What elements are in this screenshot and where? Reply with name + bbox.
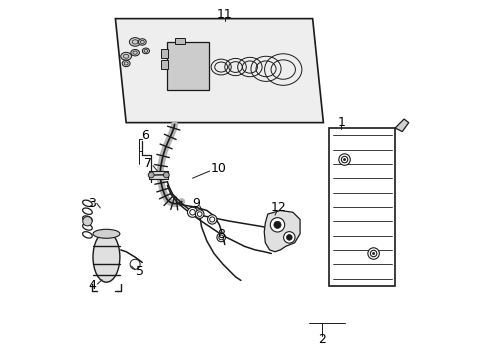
Circle shape: [338, 154, 349, 165]
Circle shape: [283, 231, 294, 243]
Circle shape: [207, 215, 217, 224]
Ellipse shape: [122, 60, 130, 67]
Circle shape: [82, 217, 92, 226]
Text: 7: 7: [144, 157, 152, 170]
Circle shape: [341, 156, 347, 163]
Bar: [328, 128, 394, 286]
Text: 6: 6: [141, 129, 148, 142]
Ellipse shape: [142, 48, 149, 54]
Circle shape: [130, 259, 140, 269]
Text: 8: 8: [217, 228, 225, 241]
Text: 9: 9: [192, 197, 200, 210]
Ellipse shape: [121, 52, 131, 60]
Text: 11: 11: [217, 8, 232, 21]
Circle shape: [148, 172, 154, 178]
Circle shape: [372, 252, 374, 255]
Text: 1: 1: [337, 116, 345, 129]
Circle shape: [163, 172, 169, 178]
Circle shape: [286, 234, 292, 240]
Circle shape: [273, 221, 281, 228]
Circle shape: [217, 233, 225, 242]
Text: 3: 3: [88, 197, 96, 210]
Bar: [167, 42, 208, 90]
Text: 4: 4: [88, 279, 96, 292]
Text: 12: 12: [270, 202, 286, 215]
Ellipse shape: [129, 38, 141, 46]
Polygon shape: [394, 119, 408, 132]
Text: 5: 5: [136, 265, 143, 278]
Circle shape: [189, 210, 195, 215]
Circle shape: [367, 248, 379, 259]
Ellipse shape: [93, 229, 120, 238]
Bar: [161, 60, 168, 69]
Circle shape: [343, 158, 345, 161]
Circle shape: [270, 218, 284, 232]
Circle shape: [187, 207, 197, 217]
Circle shape: [218, 235, 223, 240]
Bar: [174, 39, 185, 44]
Polygon shape: [115, 19, 323, 123]
Ellipse shape: [131, 49, 139, 56]
Ellipse shape: [93, 232, 120, 282]
Ellipse shape: [138, 39, 146, 45]
Circle shape: [209, 217, 214, 222]
Circle shape: [197, 212, 202, 216]
Text: 2: 2: [317, 333, 325, 346]
Bar: [161, 49, 168, 58]
Text: 10: 10: [210, 162, 226, 175]
Bar: [149, 171, 168, 179]
Polygon shape: [264, 211, 300, 252]
Circle shape: [369, 250, 376, 257]
Circle shape: [195, 210, 203, 219]
